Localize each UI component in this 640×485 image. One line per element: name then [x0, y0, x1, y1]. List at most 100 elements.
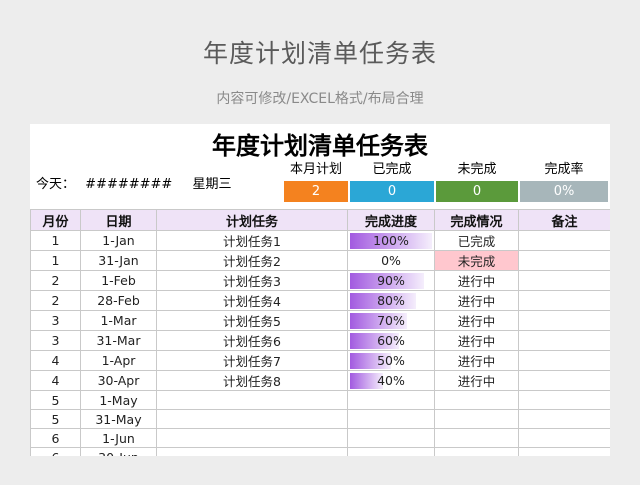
cell-date[interactable]: 28-Feb: [80, 290, 157, 311]
table-row: 2 1-Feb 计划任务3 90% 进行中: [30, 270, 610, 291]
stat-value-completion-rate[interactable]: 0%: [520, 181, 608, 202]
cell-note[interactable]: [518, 250, 610, 271]
cell-task[interactable]: 计划任务7: [156, 350, 348, 371]
cell-task[interactable]: [156, 409, 348, 429]
cell-note[interactable]: [518, 390, 610, 410]
cell-status[interactable]: [434, 428, 519, 448]
cell-month[interactable]: 1: [30, 250, 81, 271]
progress-bar: 50%: [350, 352, 432, 369]
cell-task[interactable]: [156, 390, 348, 410]
cell-month[interactable]: 5: [30, 390, 81, 410]
cell-month[interactable]: 2: [30, 270, 81, 291]
cell-month[interactable]: 3: [30, 330, 81, 351]
cell-status[interactable]: [434, 409, 519, 429]
cell-month[interactable]: 4: [30, 350, 81, 371]
cell-date[interactable]: 30-Jun: [80, 447, 157, 456]
progress-text: 70%: [377, 312, 405, 328]
progress-bar: 70%: [350, 312, 432, 329]
cell-task[interactable]: 计划任务4: [156, 290, 348, 311]
cell-note[interactable]: [518, 270, 610, 291]
cell-task[interactable]: 计划任务3: [156, 270, 348, 291]
cell-progress[interactable]: [347, 428, 435, 448]
header-month[interactable]: 月份: [30, 209, 81, 231]
cell-progress[interactable]: [347, 447, 435, 456]
cell-month[interactable]: 6: [30, 447, 81, 456]
header-task[interactable]: 计划任务: [156, 209, 348, 231]
cell-task[interactable]: 计划任务2: [156, 250, 348, 271]
cell-status[interactable]: 已完成: [434, 230, 519, 251]
cell-date[interactable]: 1-Mar: [80, 310, 157, 331]
table-row: 4 30-Apr 计划任务8 40% 进行中: [30, 370, 610, 391]
cell-date[interactable]: 30-Apr: [80, 370, 157, 391]
cell-month[interactable]: 6: [30, 428, 81, 448]
cell-date[interactable]: 1-Feb: [80, 270, 157, 291]
progress-bar: 60%: [350, 332, 432, 349]
cell-progress[interactable]: 60%: [347, 330, 435, 351]
progress-bar: 100%: [350, 232, 432, 249]
cell-task[interactable]: 计划任务8: [156, 370, 348, 391]
table-header-row: 月份 日期 计划任务 完成进度 完成情况 备注: [30, 209, 610, 231]
header-note[interactable]: 备注: [518, 209, 610, 231]
cell-note[interactable]: [518, 310, 610, 331]
header-date[interactable]: 日期: [80, 209, 157, 231]
cell-month[interactable]: 4: [30, 370, 81, 391]
cell-note[interactable]: [518, 230, 610, 251]
cell-date[interactable]: 1-Apr: [80, 350, 157, 371]
header-status[interactable]: 完成情况: [434, 209, 519, 231]
cell-note[interactable]: [518, 290, 610, 311]
cell-status[interactable]: 进行中: [434, 350, 519, 371]
cell-task[interactable]: 计划任务6: [156, 330, 348, 351]
stat-label-monthly-plan: 本月计划: [289, 162, 342, 177]
table-row: 1 31-Jan 计划任务2 0% 未完成: [30, 250, 610, 271]
cell-task[interactable]: 计划任务5: [156, 310, 348, 331]
progress-text: 50%: [377, 352, 405, 368]
cell-progress[interactable]: 0%: [347, 250, 435, 271]
cell-status[interactable]: [434, 447, 519, 456]
cell-date[interactable]: 1-May: [80, 390, 157, 410]
cell-note[interactable]: [518, 409, 610, 429]
cell-task[interactable]: 计划任务1: [156, 230, 348, 251]
cell-progress[interactable]: 70%: [347, 310, 435, 331]
cell-note[interactable]: [518, 428, 610, 448]
cell-progress[interactable]: 90%: [347, 270, 435, 291]
cell-month[interactable]: 1: [30, 230, 81, 251]
table-row: 630-Jun: [30, 447, 610, 456]
progress-bar-fill: [350, 272, 424, 289]
cell-note[interactable]: [518, 370, 610, 391]
cell-month[interactable]: 3: [30, 310, 81, 331]
stat-value-incomplete[interactable]: 0: [436, 181, 518, 202]
progress-text: 40%: [377, 372, 405, 388]
header-progress[interactable]: 完成进度: [347, 209, 435, 231]
stat-value-completed[interactable]: 0: [350, 181, 434, 202]
progress-text: 100%: [373, 232, 409, 248]
stat-value-monthly-plan[interactable]: 2: [284, 181, 348, 202]
cell-date[interactable]: 31-Jan: [80, 250, 157, 271]
cell-date[interactable]: 1-Jan: [80, 230, 157, 251]
progress-bar: 90%: [350, 272, 432, 289]
cell-progress[interactable]: 100%: [347, 230, 435, 251]
cell-status[interactable]: 进行中: [434, 270, 519, 291]
cell-progress[interactable]: [347, 390, 435, 410]
cell-task[interactable]: [156, 447, 348, 456]
cell-month[interactable]: 5: [30, 409, 81, 429]
cell-status[interactable]: 未完成: [434, 250, 519, 271]
cell-note[interactable]: [518, 330, 610, 351]
cell-date[interactable]: 31-Mar: [80, 330, 157, 351]
cell-progress[interactable]: [347, 409, 435, 429]
cell-status[interactable]: 进行中: [434, 290, 519, 311]
cell-note[interactable]: [518, 447, 610, 456]
cell-status[interactable]: 进行中: [434, 330, 519, 351]
cell-status[interactable]: 进行中: [434, 370, 519, 391]
cell-status[interactable]: [434, 390, 519, 410]
cell-status[interactable]: 进行中: [434, 310, 519, 331]
cell-month[interactable]: 2: [30, 290, 81, 311]
cell-date[interactable]: 1-Jun: [80, 428, 157, 448]
cell-progress[interactable]: 80%: [347, 290, 435, 311]
cell-progress[interactable]: 50%: [347, 350, 435, 371]
cell-progress[interactable]: 40%: [347, 370, 435, 391]
cell-date[interactable]: 31-May: [80, 409, 157, 429]
today-value[interactable]: ########: [85, 177, 173, 192]
banner-subtitle: 内容可修改/EXCEL格式/布局合理: [216, 91, 424, 107]
cell-note[interactable]: [518, 350, 610, 371]
cell-task[interactable]: [156, 428, 348, 448]
